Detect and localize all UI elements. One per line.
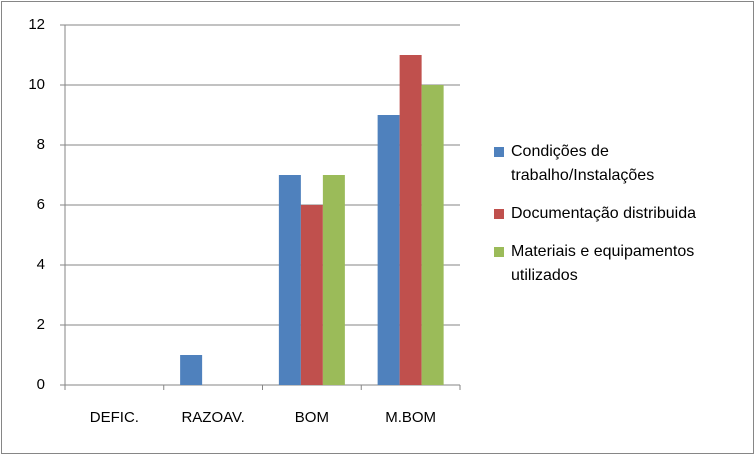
y-tick-label: 4 [37, 256, 45, 273]
y-tick-label: 12 [28, 16, 45, 33]
y-tick-label: 6 [37, 196, 45, 213]
x-tick-label: BOM [295, 409, 329, 426]
x-tick-label: RAZOAV. [181, 409, 244, 426]
legend-item: Documentação distribuida [494, 202, 752, 226]
x-tick-label: DEFIC. [90, 409, 139, 426]
legend-label: Condições de trabalho/Instalações [511, 143, 655, 184]
legend-label: Materiais e equipamentos utilizados [511, 243, 695, 284]
legend-swatch [494, 209, 504, 219]
bar [278, 175, 301, 385]
y-tick-label: 8 [37, 136, 45, 153]
bar [377, 115, 400, 385]
legend: Condições de trabalho/Instalações Documen… [494, 140, 752, 302]
legend-swatch [494, 147, 504, 157]
y-tick-label: 0 [37, 376, 45, 393]
legend-label: Documentação distribuida [511, 205, 696, 222]
legend-swatch [494, 247, 504, 257]
y-tick-label: 10 [28, 76, 45, 93]
bar [180, 355, 203, 385]
bar [421, 85, 444, 385]
y-tick-label: 2 [37, 316, 45, 333]
legend-item: Materiais e equipamentos utilizados [494, 240, 752, 288]
legend-item: Condições de trabalho/Instalações [494, 140, 752, 188]
bar [300, 205, 323, 385]
bar [322, 175, 345, 385]
x-tick-label: M.BOM [385, 409, 436, 426]
bar [399, 55, 422, 385]
